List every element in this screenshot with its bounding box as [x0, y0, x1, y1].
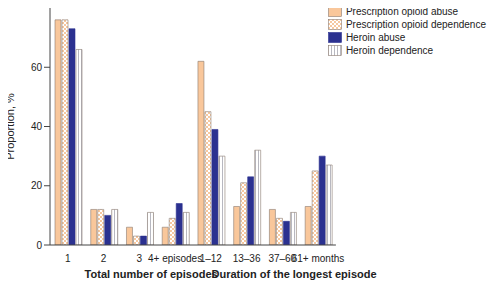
svg-text:Proportion, %: Proportion, %	[8, 93, 16, 160]
svg-text:0: 0	[36, 240, 42, 251]
svg-text:40: 40	[31, 121, 43, 132]
svg-text:13–36: 13–36	[233, 253, 261, 264]
svg-text:2: 2	[101, 253, 107, 264]
svg-text:37–60: 37–60	[268, 253, 297, 264]
svg-text:1–12: 1–12	[200, 253, 223, 264]
svg-text:Duration of the longest episod: Duration of the longest episode	[212, 268, 377, 280]
svg-text:20: 20	[31, 180, 43, 191]
svg-text:60: 60	[31, 62, 43, 73]
svg-text:61+ months: 61+ months	[292, 253, 345, 264]
svg-text:Total number of episodes: Total number of episodes	[85, 268, 218, 280]
svg-text:4+ episodes: 4+ episodes	[148, 253, 202, 264]
html-text:Heroin dependence: Heroin dependence	[345, 45, 434, 56]
html-text:Heroin abuse: Heroin abuse	[345, 32, 406, 43]
svg-text:1: 1	[65, 253, 71, 264]
html-text:Prescription opioid abuse: Prescription opioid abuse	[345, 6, 459, 17]
svg-text:3: 3	[137, 253, 143, 264]
html-text:Prescription opioid dependence: Prescription opioid dependence	[345, 19, 486, 30]
